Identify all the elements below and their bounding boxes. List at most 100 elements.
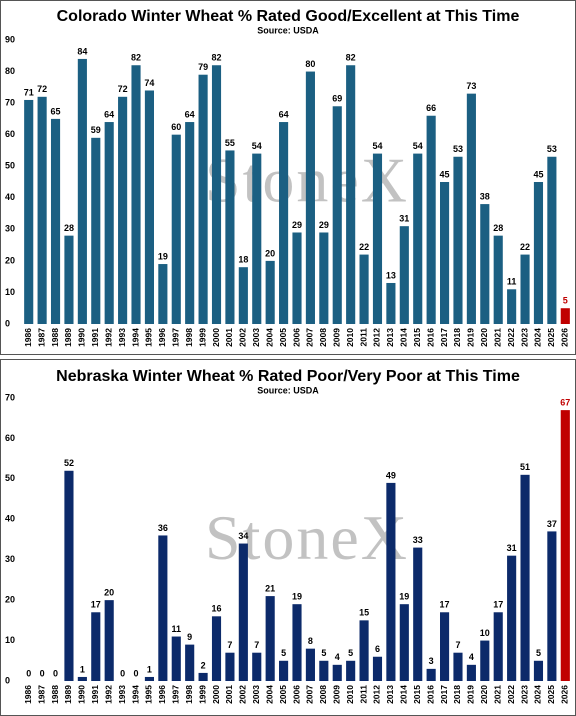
value-label: 51: [520, 462, 530, 472]
bar: [104, 600, 114, 681]
bar: [305, 648, 315, 681]
value-label: 11: [507, 277, 517, 287]
bar: [319, 660, 329, 681]
value-label: 16: [212, 604, 222, 614]
y-tick-label: 90: [5, 34, 15, 44]
value-label: 0: [53, 668, 58, 678]
x-tick-label: 2005: [278, 328, 288, 347]
x-tick-label: 2011: [358, 685, 368, 704]
bar: [547, 156, 557, 324]
value-label: 29: [319, 220, 329, 230]
value-label: 7: [254, 640, 259, 650]
x-tick-label: 2021: [492, 328, 502, 347]
bar: [493, 235, 503, 324]
x-tick-label: 2022: [506, 685, 516, 704]
bar: [279, 660, 289, 681]
value-label: 73: [466, 81, 476, 91]
x-tick-label: 1996: [157, 328, 167, 347]
bar: [104, 122, 114, 325]
value-label: 37: [547, 519, 557, 529]
bar: [265, 596, 275, 681]
value-label: 10: [480, 628, 490, 638]
value-label: 69: [332, 94, 342, 104]
value-label: 15: [359, 608, 369, 618]
x-tick-label: 2012: [372, 328, 382, 347]
value-label: 4: [469, 652, 474, 662]
bar: [533, 660, 544, 681]
value-label: 7: [227, 640, 232, 650]
value-label: 54: [372, 141, 382, 151]
x-tick-label: 2023: [519, 328, 529, 347]
x-tick-label: 1994: [130, 685, 140, 704]
value-label: 80: [305, 59, 315, 69]
bar: [252, 652, 262, 681]
value-label: 20: [265, 248, 275, 258]
value-label: 17: [440, 600, 450, 610]
value-label: 82: [212, 53, 222, 63]
x-tick-label: 2007: [305, 328, 315, 347]
y-tick-label: 10: [5, 635, 15, 645]
bar: [211, 616, 222, 681]
bar: [386, 482, 396, 681]
y-tick-label: 40: [5, 514, 15, 524]
chart-subtitle: Source: USDA: [257, 25, 319, 35]
value-label: 0: [120, 668, 125, 678]
bar: [426, 115, 436, 324]
bar: [507, 555, 517, 681]
value-label: 21: [265, 583, 275, 593]
x-tick-label: 1993: [117, 328, 127, 347]
bar: [131, 65, 141, 324]
bar: [225, 652, 235, 681]
bar: [399, 226, 409, 324]
bar: [91, 612, 101, 681]
x-tick-label: 2022: [506, 328, 516, 347]
bar: [372, 153, 383, 324]
x-tick-label: 1988: [50, 328, 60, 347]
x-tick-label: 2018: [452, 328, 462, 347]
x-tick-label: 1999: [197, 685, 207, 704]
bar: [372, 656, 383, 681]
x-tick-label: 1996: [157, 685, 167, 704]
value-label: 60: [171, 122, 181, 132]
bar: [413, 547, 423, 681]
x-tick-label: 2019: [466, 328, 476, 347]
value-label: 1: [147, 664, 152, 674]
x-tick-label: 1995: [144, 328, 154, 347]
value-label: 28: [64, 223, 74, 233]
bar: [440, 612, 450, 681]
bar: [493, 612, 503, 681]
value-label: 13: [386, 270, 396, 280]
x-tick-label: 2019: [466, 685, 476, 704]
y-tick-label: 80: [5, 66, 15, 76]
x-tick-label: 2006: [291, 328, 301, 347]
x-tick-label: 1990: [77, 328, 87, 347]
x-tick-label: 2010: [345, 685, 355, 704]
x-tick-label: 2018: [452, 685, 462, 704]
x-tick-label: 1997: [171, 328, 181, 347]
value-label: 45: [440, 169, 450, 179]
value-label: 17: [91, 600, 101, 610]
bar: [332, 664, 342, 681]
value-label: 67: [560, 398, 570, 408]
value-label: 54: [413, 141, 423, 151]
value-label: 71: [24, 87, 34, 97]
x-tick-label: 1991: [90, 685, 100, 704]
bar: [332, 106, 342, 325]
value-label: 3: [429, 656, 434, 666]
x-tick-label: 1989: [63, 328, 73, 347]
x-tick-label: 1988: [50, 685, 60, 704]
value-label: 0: [40, 668, 45, 678]
x-tick-label: 2000: [211, 328, 221, 347]
x-tick-label: 1999: [197, 328, 207, 347]
y-tick-label: 30: [5, 224, 15, 234]
x-tick-label: 2020: [479, 328, 489, 347]
bar: [480, 204, 490, 324]
x-tick-label: 1991: [90, 328, 100, 347]
value-label: 22: [520, 242, 530, 252]
y-tick-label: 50: [5, 161, 15, 171]
value-label: 7: [455, 640, 460, 650]
value-label: 55: [225, 138, 235, 148]
chart-subtitle: Source: USDA: [257, 385, 319, 395]
bar: [171, 134, 181, 324]
